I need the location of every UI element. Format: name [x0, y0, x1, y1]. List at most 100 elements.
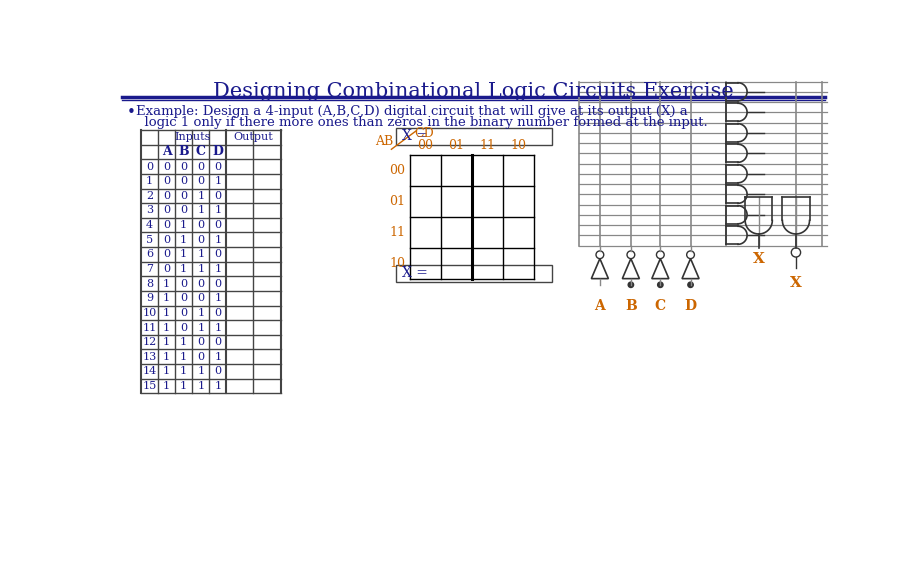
- Text: Example: Design a 4-input (A,B,C,D) digital circuit that will give at its output: Example: Design a 4-input (A,B,C,D) digi…: [136, 106, 687, 118]
- Text: 0: 0: [214, 161, 222, 171]
- Text: 14: 14: [142, 366, 157, 377]
- Text: 0: 0: [197, 220, 204, 230]
- Text: 1: 1: [214, 293, 222, 303]
- Circle shape: [628, 282, 634, 287]
- Text: 0: 0: [214, 191, 222, 201]
- Text: 00: 00: [418, 139, 433, 152]
- Text: 01: 01: [389, 195, 406, 208]
- Bar: [396, 265, 552, 282]
- Text: Output: Output: [234, 132, 274, 142]
- Text: A: A: [594, 298, 605, 312]
- Text: 1: 1: [164, 279, 170, 289]
- Text: 4: 4: [146, 220, 153, 230]
- Text: 10: 10: [142, 308, 157, 318]
- Text: 0: 0: [180, 161, 188, 171]
- Text: 1: 1: [214, 235, 222, 245]
- Text: 2: 2: [146, 191, 153, 201]
- Text: 0: 0: [197, 279, 204, 289]
- Text: 1: 1: [180, 366, 188, 377]
- Text: logic 1 only if there more ones than zeros in the binary number formed at the in: logic 1 only if there more ones than zer…: [136, 116, 708, 129]
- Text: 0: 0: [164, 176, 170, 186]
- Text: 0: 0: [164, 205, 170, 216]
- Text: 1: 1: [164, 381, 170, 391]
- Text: 1: 1: [164, 337, 170, 347]
- Text: 12: 12: [142, 337, 157, 347]
- Text: C: C: [655, 298, 666, 312]
- Text: 1: 1: [180, 264, 188, 274]
- Text: 1: 1: [164, 366, 170, 377]
- Text: 1: 1: [164, 322, 170, 332]
- Text: 0: 0: [197, 352, 204, 362]
- Text: AB: AB: [375, 135, 393, 148]
- Text: 1: 1: [180, 337, 188, 347]
- Text: 11: 11: [389, 226, 406, 239]
- Text: 0: 0: [180, 322, 188, 332]
- Text: 1: 1: [214, 352, 222, 362]
- Text: 3: 3: [146, 205, 153, 216]
- Text: 1: 1: [180, 352, 188, 362]
- Text: 0: 0: [164, 235, 170, 245]
- Text: 1: 1: [164, 308, 170, 318]
- Text: 1: 1: [214, 322, 222, 332]
- Text: X =: X =: [402, 129, 428, 143]
- Text: B: B: [625, 298, 637, 312]
- Text: D: D: [685, 298, 697, 312]
- Text: 11: 11: [142, 322, 157, 332]
- Text: 0: 0: [197, 293, 204, 303]
- Text: 1: 1: [214, 205, 222, 216]
- Text: 10: 10: [510, 139, 527, 152]
- Text: 0: 0: [197, 235, 204, 245]
- Text: 0: 0: [214, 366, 222, 377]
- Text: 1: 1: [146, 176, 153, 186]
- Text: A: A: [162, 146, 172, 159]
- Text: 0: 0: [164, 264, 170, 274]
- Text: 0: 0: [180, 308, 188, 318]
- Text: 0: 0: [197, 161, 204, 171]
- Text: 1: 1: [197, 381, 204, 391]
- Text: Designing Combinational Logic Circuits Exercise: Designing Combinational Logic Circuits E…: [213, 82, 734, 100]
- Text: 1: 1: [214, 381, 222, 391]
- Text: 13: 13: [142, 352, 157, 362]
- Text: 7: 7: [146, 264, 153, 274]
- Text: X: X: [790, 276, 802, 290]
- Text: 8: 8: [146, 279, 153, 289]
- Text: 9: 9: [146, 293, 153, 303]
- Text: 1: 1: [197, 264, 204, 274]
- Text: 1: 1: [164, 293, 170, 303]
- Text: 0: 0: [146, 161, 153, 171]
- Text: 1: 1: [214, 264, 222, 274]
- Text: 1: 1: [197, 191, 204, 201]
- Text: 0: 0: [214, 220, 222, 230]
- Text: 1: 1: [197, 366, 204, 377]
- Text: 0: 0: [214, 279, 222, 289]
- Text: 0: 0: [180, 279, 188, 289]
- Text: 11: 11: [480, 139, 495, 152]
- Text: 6: 6: [146, 250, 153, 259]
- Text: Inputs: Inputs: [174, 132, 211, 142]
- Text: 0: 0: [197, 176, 204, 186]
- Text: 0: 0: [180, 176, 188, 186]
- Text: 1: 1: [180, 235, 188, 245]
- Text: 1: 1: [180, 381, 188, 391]
- Text: B: B: [178, 146, 189, 159]
- Text: 0: 0: [164, 191, 170, 201]
- Text: 15: 15: [142, 381, 157, 391]
- Circle shape: [658, 282, 663, 287]
- Text: X: X: [753, 252, 765, 266]
- Text: 1: 1: [197, 250, 204, 259]
- Text: 0: 0: [197, 337, 204, 347]
- Text: 0: 0: [164, 220, 170, 230]
- Text: 5: 5: [146, 235, 153, 245]
- Text: 0: 0: [214, 308, 222, 318]
- Text: 0: 0: [180, 191, 188, 201]
- Text: 10: 10: [389, 257, 406, 270]
- Text: 01: 01: [448, 139, 465, 152]
- Text: 1: 1: [180, 250, 188, 259]
- Text: C: C: [196, 146, 206, 159]
- Text: 0: 0: [164, 161, 170, 171]
- Text: 1: 1: [164, 352, 170, 362]
- Text: CD: CD: [415, 127, 434, 141]
- Text: 1: 1: [197, 205, 204, 216]
- Bar: [396, 128, 552, 145]
- Text: 0: 0: [214, 337, 222, 347]
